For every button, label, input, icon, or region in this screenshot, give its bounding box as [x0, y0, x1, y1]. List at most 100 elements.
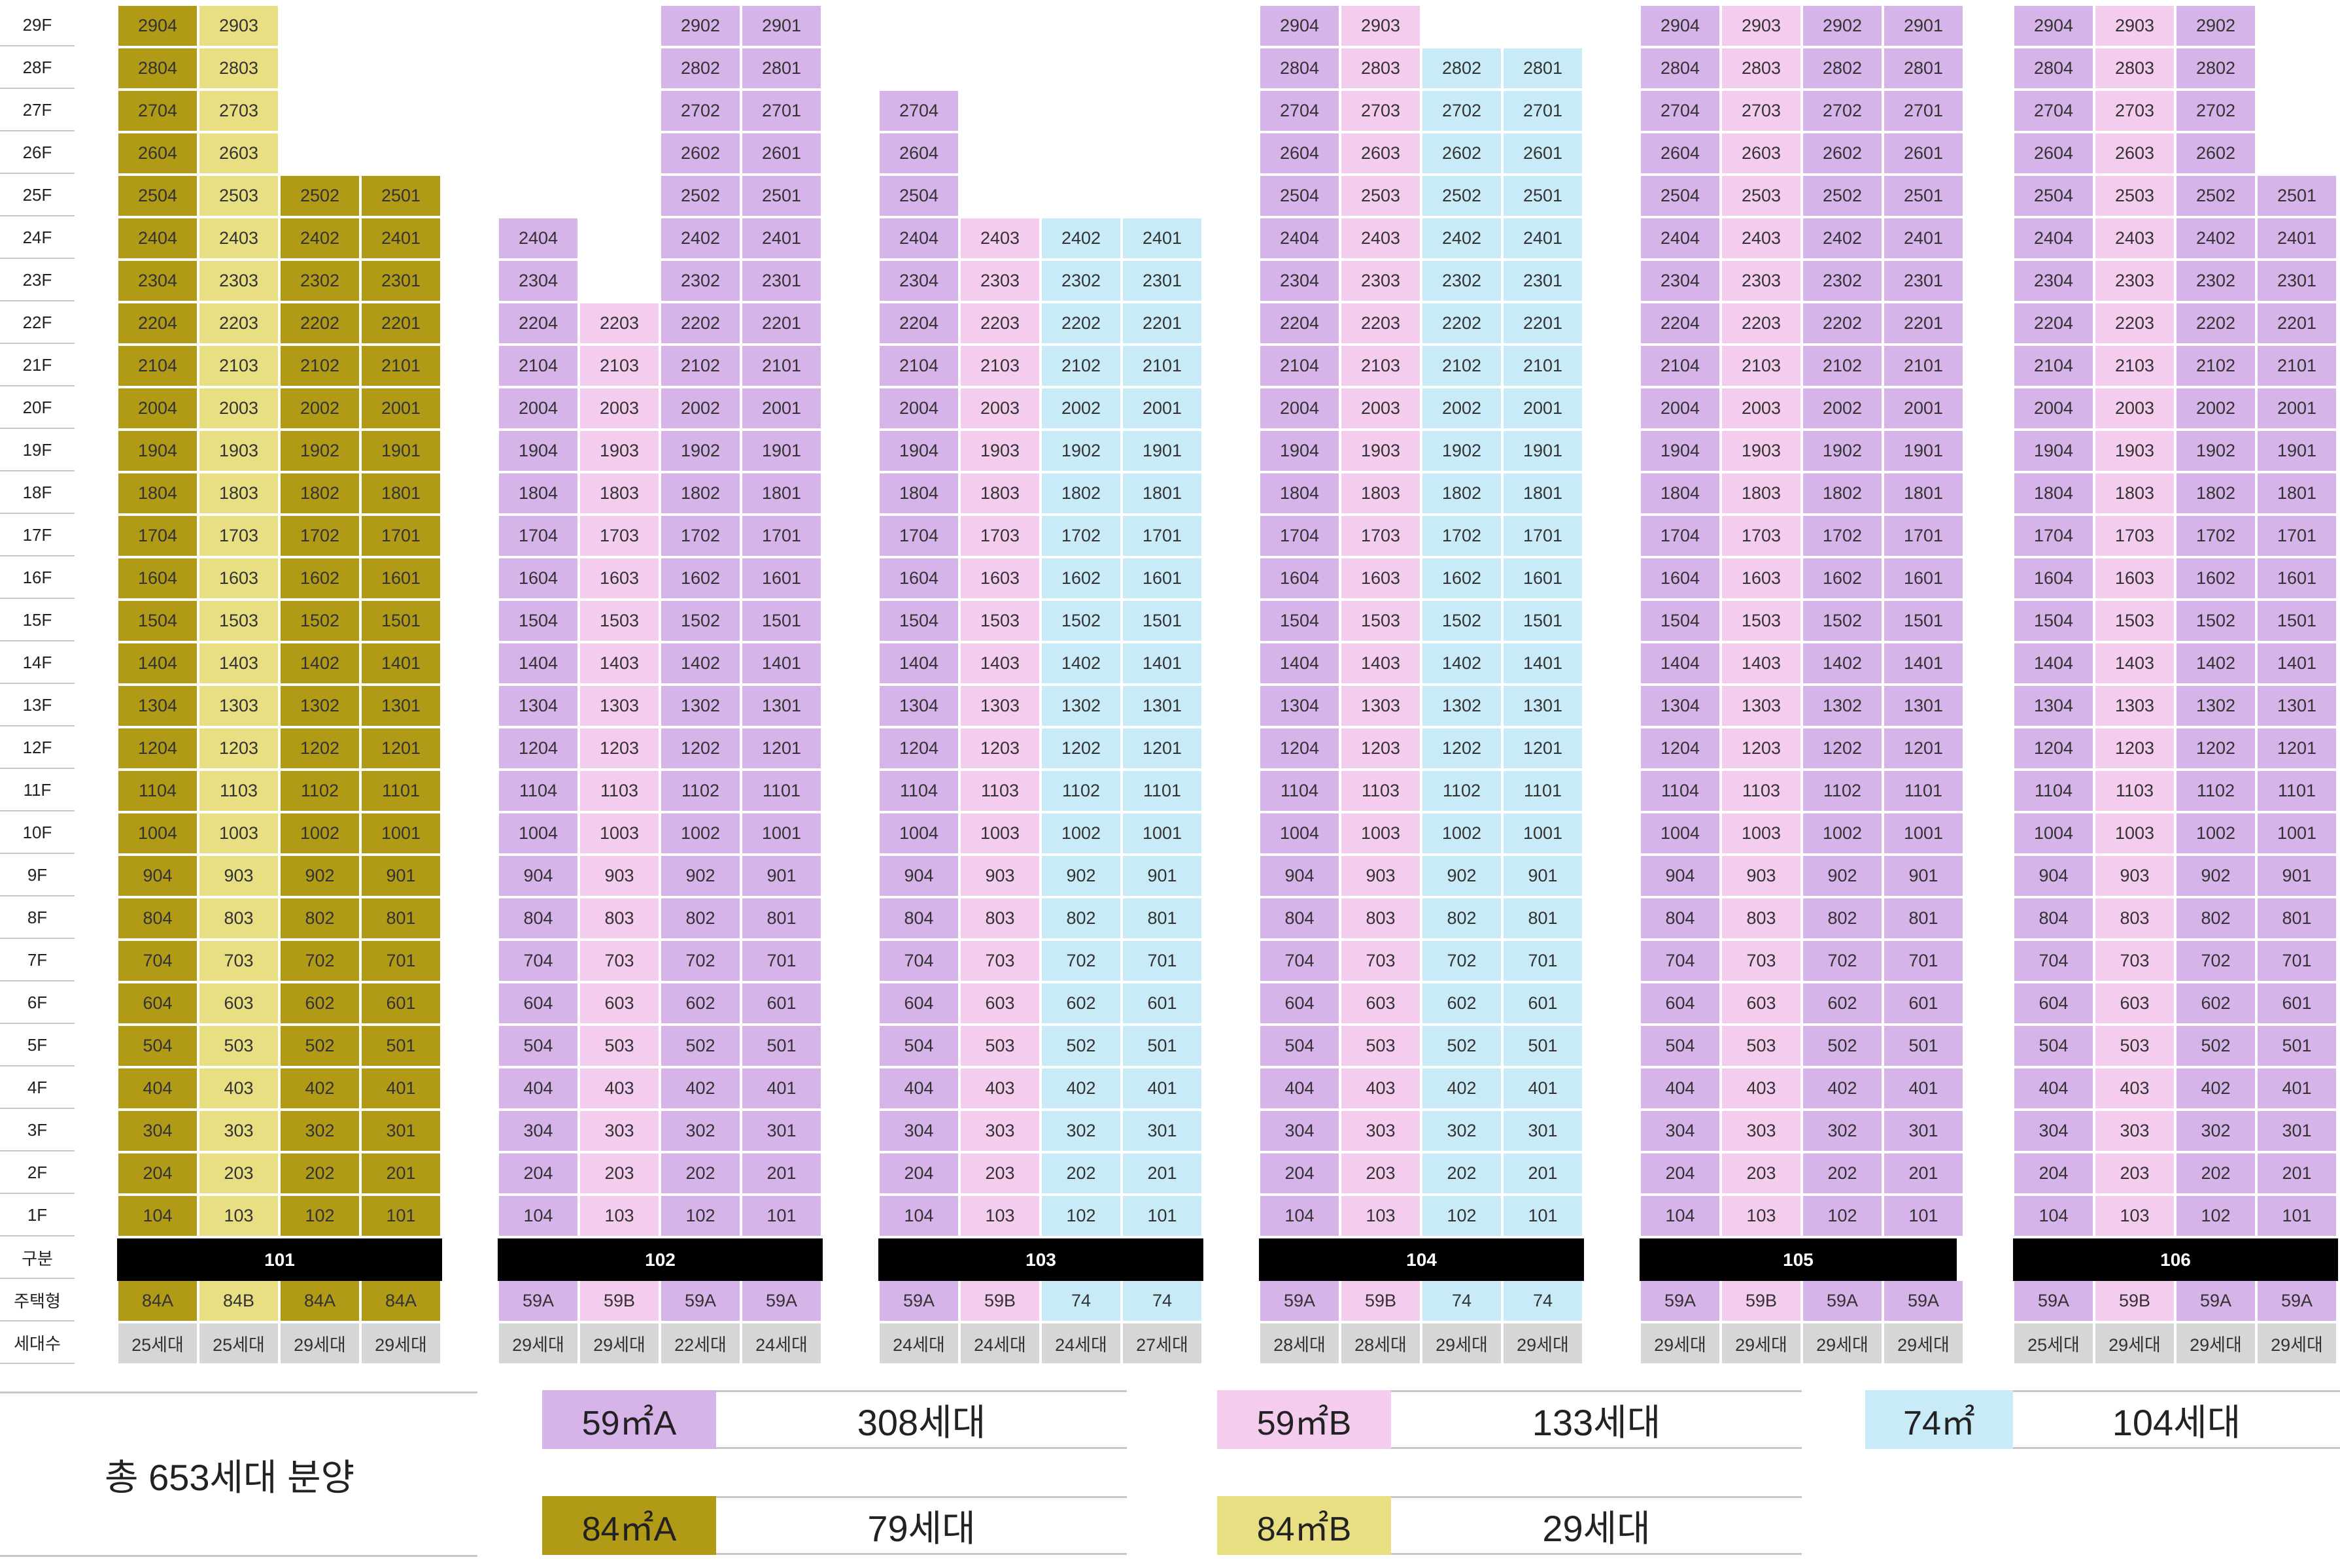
unit-cell[interactable]: 203 — [959, 1152, 1041, 1195]
unit-cell[interactable]: 2304 — [1640, 260, 1721, 302]
unit-cell[interactable]: 2404 — [1640, 217, 1721, 260]
unit-cell[interactable]: 302 — [1421, 1110, 1502, 1152]
unit-cell[interactable]: 804 — [117, 897, 198, 940]
unit-cell[interactable]: 1501 — [1502, 600, 1583, 642]
unit-cell[interactable]: 1702 — [1421, 515, 1502, 557]
unit-cell[interactable]: 1704 — [498, 515, 579, 557]
unit-cell[interactable]: 804 — [878, 897, 959, 940]
unit-cell[interactable]: 1103 — [198, 770, 279, 812]
unit-cell[interactable]: 601 — [2256, 982, 2337, 1025]
unit-cell[interactable]: 1903 — [959, 430, 1041, 472]
unit-cell[interactable]: 1404 — [498, 642, 579, 685]
unit-cell[interactable]: 2003 — [2094, 387, 2175, 430]
unit-cell[interactable]: 1802 — [1041, 472, 1122, 515]
unit-cell[interactable]: 701 — [1122, 940, 1203, 982]
unit-cell[interactable]: 704 — [2013, 940, 2094, 982]
unit-cell[interactable]: 2201 — [1883, 302, 1964, 345]
unit-cell[interactable]: 803 — [1340, 897, 1421, 940]
unit-cell[interactable]: 1704 — [1640, 515, 1721, 557]
unit-cell[interactable]: 1204 — [2013, 727, 2094, 770]
unit-cell[interactable]: 1004 — [1259, 812, 1340, 855]
unit-cell[interactable]: 1201 — [2256, 727, 2337, 770]
unit-cell[interactable]: 2101 — [2256, 345, 2337, 387]
unit-cell[interactable]: 2401 — [1502, 217, 1583, 260]
unit-cell[interactable]: 2302 — [1041, 260, 1122, 302]
unit-cell[interactable]: 2603 — [198, 132, 279, 175]
unit-cell[interactable]: 1101 — [1883, 770, 1964, 812]
unit-cell[interactable]: 603 — [198, 982, 279, 1025]
unit-cell[interactable]: 1802 — [1802, 472, 1883, 515]
unit-cell[interactable]: 902 — [2175, 855, 2256, 897]
unit-cell[interactable]: 2403 — [1721, 217, 1802, 260]
unit-cell[interactable]: 2102 — [1802, 345, 1883, 387]
unit-cell[interactable]: 1401 — [1883, 642, 1964, 685]
unit-cell[interactable]: 102 — [1041, 1195, 1122, 1237]
unit-cell[interactable]: 1003 — [198, 812, 279, 855]
unit-cell[interactable]: 2403 — [198, 217, 279, 260]
unit-cell[interactable]: 2703 — [2094, 90, 2175, 132]
unit-cell[interactable]: 2701 — [741, 90, 822, 132]
unit-cell[interactable]: 1804 — [117, 472, 198, 515]
unit-cell[interactable]: 2804 — [117, 47, 198, 90]
unit-cell[interactable]: 302 — [2175, 1110, 2256, 1152]
unit-cell[interactable]: 204 — [1259, 1152, 1340, 1195]
unit-cell[interactable]: 1502 — [660, 600, 741, 642]
unit-cell[interactable]: 804 — [1640, 897, 1721, 940]
unit-cell[interactable]: 2103 — [198, 345, 279, 387]
unit-cell[interactable]: 702 — [2175, 940, 2256, 982]
unit-cell[interactable]: 702 — [660, 940, 741, 982]
unit-cell[interactable]: 1002 — [2175, 812, 2256, 855]
unit-cell[interactable]: 1503 — [2094, 600, 2175, 642]
unit-cell[interactable]: 1401 — [360, 642, 441, 685]
unit-cell[interactable]: 1504 — [1640, 600, 1721, 642]
unit-cell[interactable]: 2501 — [741, 175, 822, 217]
unit-cell[interactable]: 1402 — [1041, 642, 1122, 685]
unit-cell[interactable]: 102 — [279, 1195, 360, 1237]
unit-cell[interactable]: 303 — [1721, 1110, 1802, 1152]
unit-cell[interactable]: 2901 — [741, 5, 822, 47]
unit-cell[interactable]: 904 — [1259, 855, 1340, 897]
unit-cell[interactable]: 402 — [1421, 1067, 1502, 1110]
unit-cell[interactable]: 1302 — [660, 685, 741, 727]
unit-cell[interactable]: 2204 — [1640, 302, 1721, 345]
unit-cell[interactable]: 2704 — [1259, 90, 1340, 132]
unit-cell[interactable]: 201 — [1122, 1152, 1203, 1195]
unit-cell[interactable]: 603 — [1721, 982, 1802, 1025]
unit-cell[interactable]: 2402 — [279, 217, 360, 260]
unit-cell[interactable]: 504 — [117, 1025, 198, 1067]
unit-cell[interactable]: 302 — [279, 1110, 360, 1152]
unit-cell[interactable]: 2001 — [741, 387, 822, 430]
unit-cell[interactable]: 301 — [1502, 1110, 1583, 1152]
unit-cell[interactable]: 1402 — [2175, 642, 2256, 685]
unit-cell[interactable]: 1201 — [1883, 727, 1964, 770]
unit-cell[interactable]: 1104 — [878, 770, 959, 812]
unit-cell[interactable]: 2701 — [1502, 90, 1583, 132]
unit-cell[interactable]: 1704 — [1259, 515, 1340, 557]
unit-cell[interactable]: 203 — [2094, 1152, 2175, 1195]
unit-cell[interactable]: 1701 — [1502, 515, 1583, 557]
unit-cell[interactable]: 204 — [117, 1152, 198, 1195]
unit-cell[interactable]: 2502 — [279, 175, 360, 217]
unit-cell[interactable]: 1601 — [741, 557, 822, 600]
unit-cell[interactable]: 1104 — [1640, 770, 1721, 812]
unit-cell[interactable]: 901 — [360, 855, 441, 897]
unit-cell[interactable]: 2002 — [1041, 387, 1122, 430]
unit-cell[interactable]: 2104 — [1259, 345, 1340, 387]
unit-cell[interactable]: 301 — [741, 1110, 822, 1152]
unit-cell[interactable]: 1502 — [1041, 600, 1122, 642]
unit-cell[interactable]: 1303 — [2094, 685, 2175, 727]
unit-cell[interactable]: 403 — [1721, 1067, 1802, 1110]
unit-cell[interactable]: 2103 — [1721, 345, 1802, 387]
unit-cell[interactable]: 901 — [1883, 855, 1964, 897]
unit-cell[interactable]: 1104 — [2013, 770, 2094, 812]
unit-cell[interactable]: 1001 — [2256, 812, 2337, 855]
unit-cell[interactable]: 1002 — [1041, 812, 1122, 855]
unit-cell[interactable]: 303 — [579, 1110, 660, 1152]
unit-cell[interactable]: 1104 — [498, 770, 579, 812]
unit-cell[interactable]: 602 — [1041, 982, 1122, 1025]
unit-cell[interactable]: 1402 — [1421, 642, 1502, 685]
unit-cell[interactable]: 2903 — [1721, 5, 1802, 47]
unit-cell[interactable]: 2304 — [117, 260, 198, 302]
unit-cell[interactable]: 704 — [1640, 940, 1721, 982]
unit-cell[interactable]: 1301 — [360, 685, 441, 727]
